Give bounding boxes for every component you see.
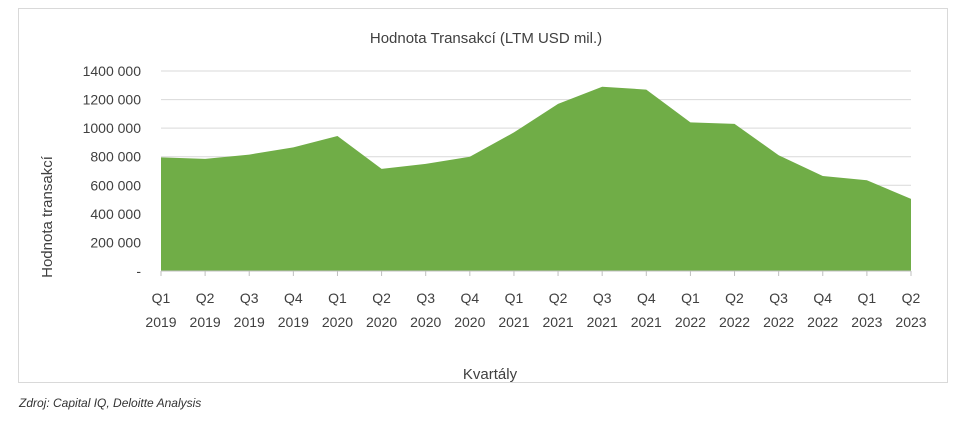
x-tick-label-quarter: Q2 (549, 290, 568, 306)
x-tick-label-year: 2022 (719, 314, 750, 330)
y-tick-label: 800 000 (90, 149, 141, 165)
x-tick-label-quarter: Q1 (681, 290, 700, 306)
x-tick-label-quarter: Q2 (725, 290, 744, 306)
x-tick-label-year: 2021 (587, 314, 618, 330)
x-tick-label-year: 2020 (454, 314, 485, 330)
x-tick-label-quarter: Q4 (284, 290, 303, 306)
y-tick-label: 1200 000 (83, 92, 142, 108)
x-tick-label-quarter: Q3 (416, 290, 435, 306)
y-axis-ticks: - 200 000 400 000 600 000 800 000 1000 000 120… (83, 63, 142, 279)
y-axis-title: Hodnota transakcí (39, 155, 56, 278)
x-axis-ticks: Q1 2019 Q2 2019 Q3 2019 Q4 2019 Q1 2020 Q2 2020 Q3 20… (145, 290, 926, 330)
x-tick-label-quarter: Q2 (196, 290, 215, 306)
x-tick-label-quarter: Q1 (152, 290, 171, 306)
source-note: Zdroj: Capital IQ, Deloitte Analysis (19, 396, 202, 410)
x-tick-label-year: 2021 (542, 314, 573, 330)
x-tick-label-quarter: Q1 (858, 290, 877, 306)
x-tick-label-year: 2021 (498, 314, 529, 330)
x-tick-label-quarter: Q3 (769, 290, 788, 306)
x-tick-label-year: 2023 (851, 314, 882, 330)
x-tick-label-quarter: Q4 (637, 290, 656, 306)
area-series (161, 86, 911, 272)
y-tick-label: 200 000 (90, 234, 141, 250)
x-tick-label-year: 2020 (366, 314, 397, 330)
y-tick-label: 600 000 (90, 177, 141, 193)
y-tick-label: 400 000 (90, 206, 141, 222)
x-axis-title: Kvartály (463, 366, 518, 383)
x-axis (160, 270, 912, 276)
y-tick-label: 1000 000 (83, 120, 142, 136)
x-tick-label-year: 2019 (234, 314, 265, 330)
x-tick-label-year: 2020 (322, 314, 353, 330)
x-tick-label-year: 2019 (145, 314, 176, 330)
x-tick-label-year: 2019 (278, 314, 309, 330)
x-tick-label-quarter: Q2 (372, 290, 391, 306)
y-tick-label: - (136, 263, 141, 279)
x-tick-label-quarter: Q3 (240, 290, 259, 306)
x-tick-label-year: 2022 (807, 314, 838, 330)
x-tick-label-quarter: Q3 (593, 290, 612, 306)
x-tick-label-year: 2022 (763, 314, 794, 330)
x-tick-label-quarter: Q4 (813, 290, 832, 306)
x-tick-label-year: 2021 (631, 314, 662, 330)
x-tick-label-quarter: Q1 (328, 290, 347, 306)
x-tick-label-year: 2023 (895, 314, 926, 330)
x-tick-label-quarter: Q1 (505, 290, 524, 306)
x-tick-label-year: 2020 (410, 314, 441, 330)
data-area (160, 86, 912, 272)
x-tick-label-year: 2019 (190, 314, 221, 330)
chart-title: Hodnota Transakcí (LTM USD mil.) (370, 30, 602, 47)
x-tick-label-year: 2022 (675, 314, 706, 330)
y-tick-label: 1400 000 (83, 63, 142, 79)
x-tick-label-quarter: Q4 (460, 290, 479, 306)
x-tick-label-quarter: Q2 (902, 290, 921, 306)
